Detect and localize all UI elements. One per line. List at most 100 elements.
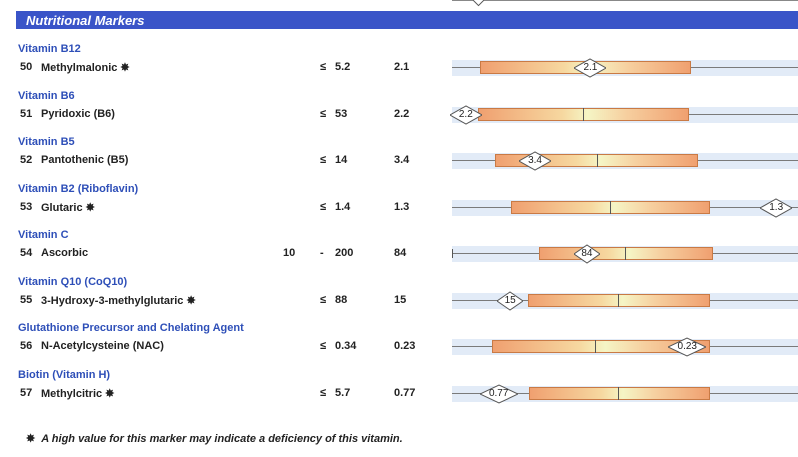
reference-high: 53 (335, 107, 348, 120)
marker-name: Ascorbic (41, 247, 88, 259)
marker-name-text: Methylcitric (41, 387, 103, 400)
diamond-icon (479, 383, 518, 404)
result-value: 2.2 (394, 107, 410, 120)
marker-number: 52 (20, 154, 33, 166)
marker-name: Methylmalonic ✸ (41, 61, 130, 74)
category-label: Vitamin B5 (18, 136, 75, 148)
diamond-icon (519, 151, 552, 171)
marker-value-label: 2.1 (583, 62, 598, 73)
median-line (618, 293, 620, 307)
category-label: Vitamin B12 (18, 43, 81, 55)
marker-value-label: 3.4 (528, 155, 542, 166)
footnote-star-icon: ✸ (26, 433, 36, 445)
deficiency-star-icon: ✸ (85, 201, 95, 214)
range-chart: 0.23 (452, 337, 798, 357)
table-row: 54 Ascorbic 10 -200 84 84 (0, 244, 798, 264)
reference-low: 10 (283, 247, 296, 259)
section-header: Nutritional Markers (16, 11, 798, 29)
marker-number: 51 (20, 107, 33, 120)
marker-section: Vitamin B6 51 Pyridoxic (B6) ≤53 2.2 2.2 (0, 90, 798, 136)
category-label: Vitamin Q10 (CoQ10) (18, 275, 128, 288)
marker-name: Glutaric ✸ (41, 201, 95, 214)
median-line (597, 154, 599, 167)
category-label: Vitamin B6 (18, 89, 75, 102)
median-line (610, 200, 612, 214)
range-start-tick (452, 249, 453, 258)
median-line (618, 386, 620, 400)
reference-range-box (528, 386, 710, 400)
marker-value-label: 0.23 (677, 341, 697, 352)
deficiency-star-icon: ✸ (105, 387, 115, 400)
reference-high: 1.4 (335, 200, 351, 213)
range-chart: 84 (452, 244, 798, 264)
marker-value-label: 1.3 (769, 201, 784, 213)
marker-number: 55 (20, 293, 33, 306)
marker-number: 53 (20, 200, 33, 213)
marker-number: 56 (20, 340, 33, 352)
result-marker: 1.3 (760, 197, 793, 218)
table-row: 50 Methylmalonic ✸ ≤5.2 2.1 2.1 (0, 58, 798, 78)
result-value: 1.3 (394, 200, 410, 213)
reference-high: 5.2 (335, 61, 351, 73)
category-label: Biotin (Vitamin H) (18, 368, 111, 381)
result-marker: 0.23 (668, 337, 707, 357)
table-row: 52 Pantothenic (B5) ≤14 3.4 3.4 (0, 151, 798, 171)
marker-name: Pyridoxic (B6) (41, 108, 115, 120)
marker-name: N-Acetylcysteine (NAC) (41, 340, 164, 352)
median-line (583, 107, 585, 121)
range-chart: 0.77 (452, 383, 798, 404)
marker-value-label: 15 (504, 294, 516, 306)
range-chart: 3.4 (452, 151, 798, 171)
result-marker: 84 (573, 244, 600, 264)
reference-operator: ≤ (320, 386, 327, 399)
footnote: ✸ A high value for this marker may indica… (26, 432, 403, 445)
category-label: Glutathione Precursor and Chelating Agen… (18, 322, 244, 334)
range-chart: 2.2 (449, 104, 798, 125)
table-row: 55 3-Hydroxy-3-methylglutaric ✸ ≤88 15 15 (0, 290, 798, 311)
marker-name-text: Pantothenic (B5) (41, 154, 129, 166)
reference-range-box (510, 200, 710, 214)
marker-value-label: 0.77 (488, 387, 509, 399)
deficiency-star-icon: ✸ (186, 294, 196, 307)
reference-high: 88 (335, 293, 348, 306)
deficiency-star-icon: ✸ (120, 62, 130, 74)
reference-high: 5.7 (335, 386, 351, 399)
marker-section: Glutathione Precursor and Chelating Agen… (0, 322, 798, 368)
diamond-icon (668, 337, 707, 357)
result-marker: 15 (497, 290, 524, 311)
result-marker: 2.1 (574, 58, 607, 78)
footnote-text: A high value for this marker may indicat… (41, 433, 403, 445)
previous-axis-line (452, 0, 798, 1)
marker-name: Pantothenic (B5) (41, 154, 128, 166)
diamond-icon (574, 58, 607, 78)
marker-section: Vitamin C 54 Ascorbic 10 -200 84 84 (0, 229, 798, 275)
marker-number: 54 (20, 247, 33, 259)
category-label: Vitamin C (18, 229, 69, 241)
diamond-icon (760, 197, 793, 218)
median-line (594, 340, 596, 353)
marker-name-text: Ascorbic (41, 247, 89, 259)
median-line (625, 247, 626, 260)
reference-high: 200 (335, 247, 354, 259)
marker-number: 57 (20, 386, 33, 399)
result-marker: 3.4 (519, 151, 552, 171)
reference-operator: ≤ (320, 200, 327, 213)
marker-name-text: Pyridoxic (B6) (41, 107, 115, 120)
marker-section: Vitamin Q10 (CoQ10) 55 3-Hydroxy-3-methylg… (0, 276, 798, 322)
reference-high: 14 (335, 154, 348, 166)
result-value: 2.1 (394, 61, 410, 73)
marker-name-text: Glutaric (41, 201, 83, 214)
marker-name-text: N-Acetylcysteine (NAC) (41, 340, 164, 352)
reference-range-box (491, 340, 710, 353)
section-title: Nutritional Markers (26, 13, 145, 28)
reference-operator: ≤ (320, 293, 327, 306)
category-label: Vitamin B2 (Riboflavin) (18, 182, 139, 195)
result-marker: 0.77 (479, 383, 518, 404)
marker-name: 3-Hydroxy-3-methylglutaric ✸ (41, 294, 196, 307)
marker-value-label: 84 (581, 248, 593, 259)
table-row: 56 N-Acetylcysteine (NAC) ≤0.34 0.23 0.23 (0, 337, 798, 357)
marker-name-text: 3-Hydroxy-3-methylglutaric (41, 294, 184, 307)
marker-section: Biotin (Vitamin H) 57 Methylcitric ✸ ≤5.7 0.7… (0, 369, 798, 415)
marker-number: 50 (20, 61, 33, 73)
result-value: 3.4 (394, 154, 410, 166)
